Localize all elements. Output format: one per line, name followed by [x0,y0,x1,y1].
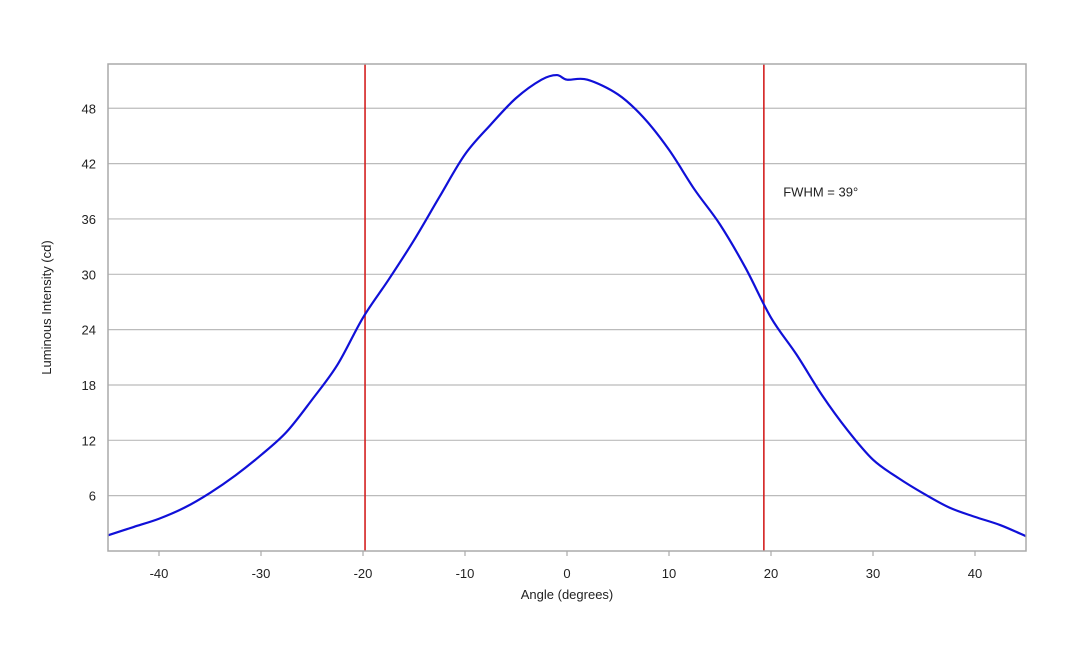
y-tick-label: 18 [82,378,96,393]
x-tick-label: 40 [968,566,982,581]
intensity-curve [107,73,1027,538]
x-tick-label: 20 [764,566,778,581]
x-tick-label: -10 [456,566,475,581]
x-axis-label: Angle (degrees) [521,587,614,602]
y-tick-labels: 6 12 18 24 30 36 42 48 [82,101,96,503]
y-axis-label: Luminous Intensity (cd) [39,240,54,374]
y-tick-label: 42 [82,157,96,172]
x-tick-labels: -40 -30 -20 -10 0 10 20 30 40 [150,551,982,581]
gridlines [108,107,1026,497]
x-tick-label: 0 [563,566,570,581]
y-tick-label: 30 [82,267,96,282]
y-tick-label: 36 [82,212,96,227]
series [107,73,1027,538]
fwhm-lines [364,64,765,551]
x-tick-label: 10 [662,566,676,581]
x-tick-label: -20 [354,566,373,581]
x-tick-label: -30 [252,566,271,581]
y-tick-label: 12 [82,433,96,448]
x-tick-label: -40 [150,566,169,581]
y-tick-label: 6 [89,489,96,504]
fwhm-annotation: FWHM = 39° [783,184,858,199]
y-tick-label: 48 [82,101,96,116]
y-tick-label: 24 [82,323,96,338]
plot-frame [107,63,1027,552]
x-tick-label: 30 [866,566,880,581]
